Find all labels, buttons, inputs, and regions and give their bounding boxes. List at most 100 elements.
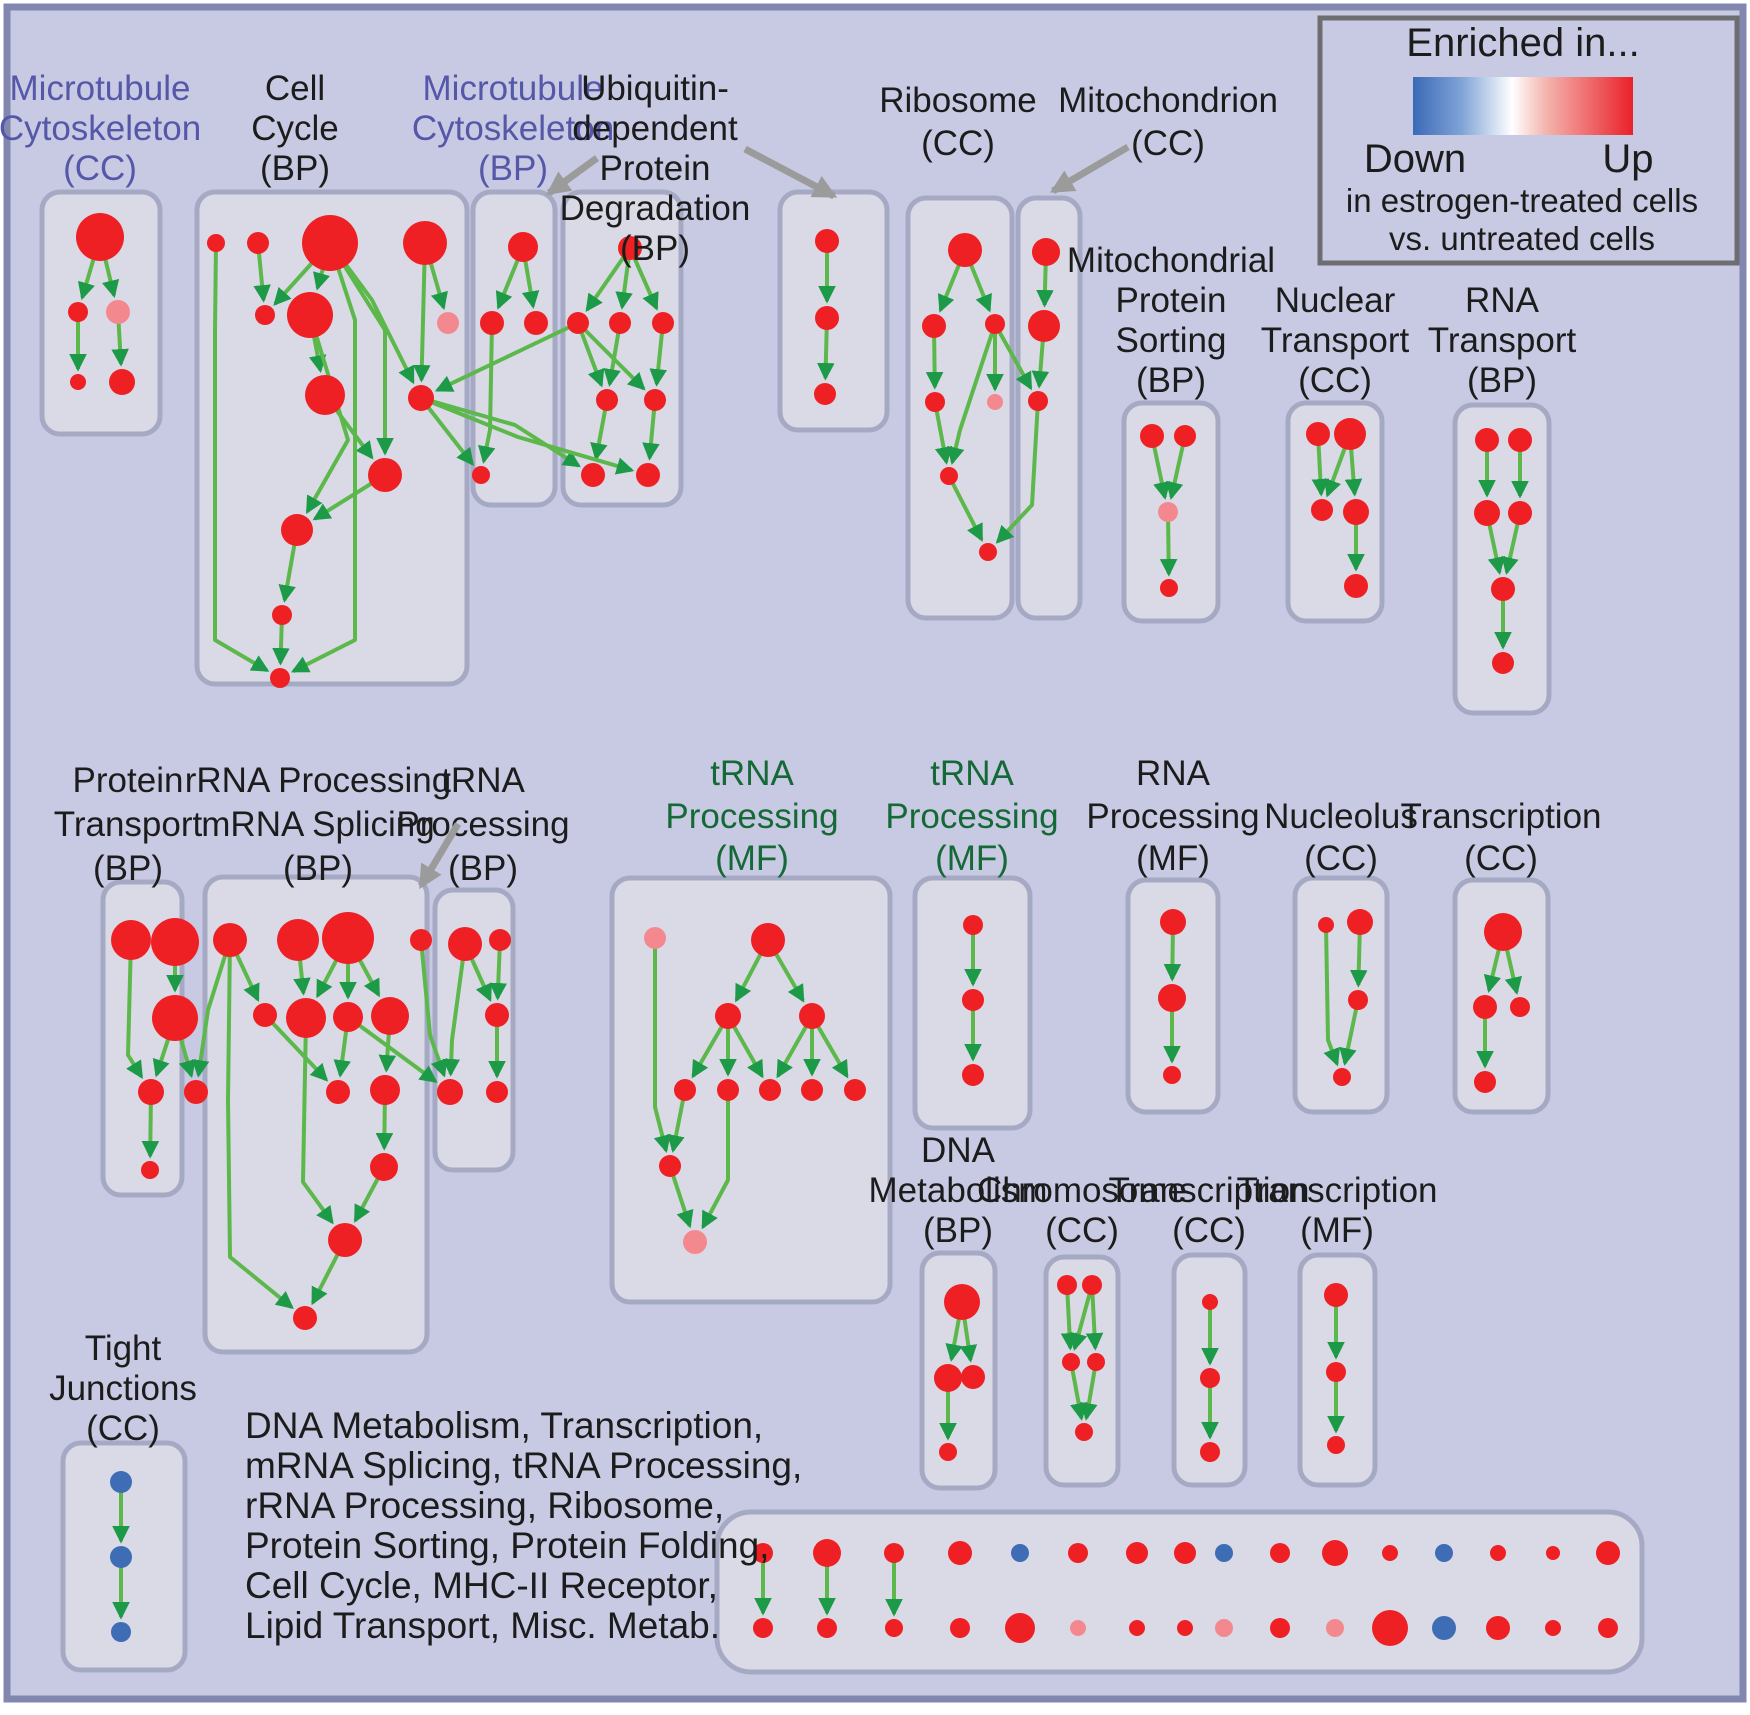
go-term-node <box>1140 424 1164 448</box>
relation-arrow <box>993 323 1033 391</box>
relation-arrow <box>1085 1284 1104 1351</box>
relation-arrow <box>328 241 394 456</box>
go-term-node <box>751 923 785 957</box>
go-term-node <box>486 1081 508 1103</box>
go-term-node <box>1596 1541 1620 1565</box>
go-term-node <box>1202 1294 1218 1310</box>
protein-transport-bp-label: Transport <box>54 805 203 844</box>
relation-arrow <box>419 396 475 467</box>
go-term-node <box>934 1364 962 1392</box>
go-term-node <box>1005 1613 1035 1643</box>
go-term-node <box>1087 1353 1105 1371</box>
mitochondrion-cc-label: (CC) <box>1131 124 1205 163</box>
relation-arrow <box>1060 1284 1079 1351</box>
relation-arrow <box>420 396 635 475</box>
go-term-node <box>885 1619 903 1637</box>
go-term-node <box>403 221 447 265</box>
go-term-node <box>987 394 1003 410</box>
go-term-node <box>644 927 666 949</box>
go-term-node <box>1435 1544 1453 1562</box>
rna-transport-bp-label: RNA <box>1465 281 1540 320</box>
relation-arrow <box>478 322 496 464</box>
go-term-node <box>922 314 946 338</box>
go-term-node <box>944 1284 980 1320</box>
go-term-node <box>1326 1362 1346 1382</box>
ribosome-cc-label: Ribosome <box>879 81 1037 120</box>
ubiquitin-dependent-protein-degradation-bp-label: dependent <box>572 109 738 148</box>
go-term-node <box>287 292 333 338</box>
go-term-node <box>1492 652 1514 674</box>
category-box-mitochondrion-cc <box>1015 195 1083 621</box>
go-term-node <box>152 995 198 1041</box>
microtubule-cytoskeleton-cc-label: (CC) <box>63 149 137 188</box>
go-term-node <box>962 1064 984 1086</box>
go-term-node <box>1011 1544 1029 1562</box>
ubiquitin-dependent-protein-degradation-bp-label: Protein <box>600 149 711 188</box>
nuclear-transport-cc-label: Transport <box>1261 321 1410 360</box>
cell-cycle-bp-label: Cycle <box>251 109 339 148</box>
go-term-node <box>272 605 292 625</box>
go-term-node <box>1068 1543 1088 1563</box>
go-term-node <box>753 1543 773 1563</box>
mitochondrial-protein-sorting-bp-label: (BP) <box>1136 361 1206 400</box>
nuclear-transport-cc-label: Nuclear <box>1275 281 1396 320</box>
trna-processing-mf-large-label: Processing <box>665 797 838 836</box>
dna-metabolism-bp-label: DNA <box>921 1131 996 1170</box>
relation-arrow <box>346 1015 438 1083</box>
go-term-node <box>961 1365 985 1389</box>
go-term-node <box>1129 1620 1145 1636</box>
go-term-node <box>1333 1068 1351 1086</box>
go-term-node <box>715 1003 741 1029</box>
relation-arrow <box>213 242 270 673</box>
protein-transport-bp-label: (BP) <box>93 849 163 888</box>
go-term-node <box>1474 500 1500 526</box>
go-term-node <box>1082 1275 1102 1295</box>
go-term-node <box>644 389 666 411</box>
mitochondrial-protein-sorting-bp-label: Sorting <box>1116 321 1227 360</box>
misc-categories-text: Cell Cycle, MHC-II Receptor, <box>245 1565 718 1606</box>
go-term-node <box>962 989 984 1011</box>
go-term-node <box>963 915 983 935</box>
relation-arrow <box>653 938 671 1154</box>
go-term-node <box>281 514 313 546</box>
go-term-node <box>370 1075 400 1105</box>
trna-processing-mf-large-label: (MF) <box>715 839 789 878</box>
mitochondrion-cc-label: Mitochondrion <box>1058 81 1278 120</box>
trna-processing-bp-label: tRNA <box>441 761 525 800</box>
relation-arrow <box>301 1017 334 1225</box>
microtubule-cytoskeleton-bp-label: Cytoskeleton <box>412 109 614 148</box>
go-term-node <box>1126 1542 1148 1564</box>
rna-processing-mf-label: RNA <box>1136 754 1211 793</box>
go-term-node <box>717 1079 739 1101</box>
go-term-node <box>814 383 836 405</box>
trna-processing-bp-label: Processing <box>396 805 569 844</box>
go-term-node <box>1546 1546 1560 1560</box>
transcription-cc-lower-label: Transcription <box>1109 1171 1310 1210</box>
relation-arrow <box>191 939 232 1078</box>
relation-arrow <box>434 321 579 393</box>
legend-title: Enriched in... <box>1406 21 1639 65</box>
go-term-node <box>1270 1618 1290 1638</box>
go-term-node <box>508 232 538 262</box>
go-term-node <box>70 374 86 390</box>
mitochondrial-protein-sorting-bp-label: Protein <box>1116 281 1227 320</box>
rna-processing-mf-label: (MF) <box>1136 839 1210 878</box>
chromosome-cc-label: (CC) <box>1045 1211 1119 1250</box>
go-term-node <box>844 1079 866 1101</box>
microtubule-cytoskeleton-bp-label: (BP) <box>478 149 548 188</box>
go-term-node <box>759 1079 781 1101</box>
legend-subline-2: vs. untreated cells <box>1389 220 1655 257</box>
go-term-node <box>110 1471 132 1493</box>
go-term-node <box>1160 909 1186 935</box>
go-term-node <box>448 927 482 961</box>
go-term-node <box>1215 1619 1233 1637</box>
go-term-node <box>328 1223 362 1257</box>
relation-arrow <box>576 322 605 388</box>
go-term-node <box>524 311 548 335</box>
transcription-mf-label: (MF) <box>1300 1211 1374 1250</box>
go-term-node <box>1348 990 1368 1010</box>
go-term-node <box>1270 1543 1290 1563</box>
go-term-node <box>1598 1618 1618 1638</box>
go-term-node <box>1475 428 1499 452</box>
